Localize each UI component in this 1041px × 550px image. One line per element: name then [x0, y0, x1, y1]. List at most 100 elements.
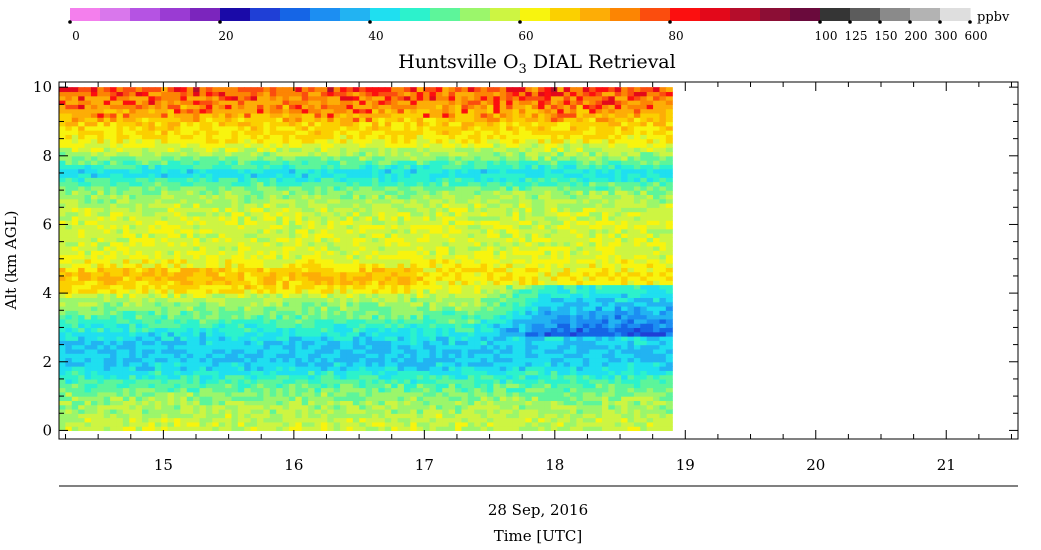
heatmap-cell	[333, 426, 341, 432]
heatmap-cell	[237, 378, 245, 384]
heatmap-cell	[397, 357, 405, 363]
heatmap-cell	[333, 288, 341, 294]
heatmap-cell	[116, 293, 124, 299]
heatmap-cell	[237, 100, 245, 105]
heatmap-cell	[218, 366, 226, 371]
heatmap-cell	[397, 421, 405, 427]
heatmap-cell	[435, 400, 443, 406]
heatmap-cell	[65, 203, 73, 208]
heatmap-cell	[301, 336, 309, 341]
heatmap-cell	[78, 366, 86, 371]
heatmap-cell	[161, 112, 169, 118]
heatmap-cell	[295, 125, 303, 131]
heatmap-cell	[435, 233, 443, 238]
heatmap-cell	[333, 413, 341, 419]
heatmap-cell	[180, 245, 188, 251]
heatmap-cell	[180, 310, 188, 316]
heatmap-cell	[59, 117, 66, 123]
heatmap-cell	[314, 387, 322, 393]
heatmap-cell	[59, 400, 66, 406]
heatmap-cell	[142, 340, 150, 346]
heatmap-cell	[193, 117, 201, 123]
heatmap-cell	[154, 245, 162, 251]
heatmap-cell	[110, 190, 118, 196]
heatmap-cell	[225, 314, 233, 320]
heatmap-cell	[435, 151, 443, 157]
heatmap-cell	[403, 155, 411, 161]
heatmap-cell	[333, 215, 341, 221]
heatmap-cell	[391, 91, 399, 97]
heatmap-cell	[327, 391, 335, 397]
heatmap-cell	[231, 288, 239, 294]
heatmap-cell	[372, 194, 379, 200]
heatmap-cell	[320, 263, 328, 268]
heatmap-cell	[250, 383, 258, 389]
heatmap-cell	[320, 297, 328, 303]
heatmap-cell	[423, 220, 431, 226]
heatmap-cell	[193, 172, 201, 178]
heatmap-cell	[90, 387, 98, 393]
heatmap-cell	[257, 95, 265, 101]
heatmap-cell	[199, 378, 207, 384]
heatmap-cell	[103, 233, 111, 238]
heatmap-cell	[212, 301, 220, 307]
heatmap-cell	[122, 400, 130, 406]
heatmap-cell	[429, 215, 437, 221]
heatmap-cell	[410, 190, 418, 196]
heatmap-cell	[135, 288, 143, 294]
heatmap-cell	[186, 215, 194, 221]
heatmap-cell	[116, 417, 124, 423]
heatmap-cell	[84, 203, 92, 208]
heatmap-cell	[384, 314, 392, 320]
heatmap-cell	[448, 198, 456, 204]
heatmap-cell	[416, 370, 424, 376]
heatmap-cell	[122, 155, 130, 161]
heatmap-cell	[154, 224, 162, 230]
heatmap-cell	[282, 305, 290, 311]
heatmap-cell	[288, 177, 296, 183]
heatmap-cell	[78, 383, 86, 389]
heatmap-cell	[384, 263, 392, 268]
heatmap-cell	[65, 318, 73, 324]
heatmap-cell	[320, 172, 328, 178]
heatmap-cell	[340, 125, 348, 131]
heatmap-cell	[250, 185, 258, 191]
heatmap-cell	[173, 130, 181, 135]
heatmap-cell	[416, 130, 424, 135]
heatmap-cell	[282, 112, 290, 118]
heatmap-cell	[97, 426, 105, 432]
heatmap-cell	[244, 305, 252, 311]
heatmap-cell	[122, 233, 130, 238]
heatmap-cell	[167, 241, 175, 247]
heatmap-cell	[372, 336, 379, 341]
heatmap-cell	[186, 241, 194, 247]
heatmap-cell	[231, 117, 239, 123]
heatmap-cell	[263, 194, 271, 200]
heatmap-cell	[180, 301, 188, 307]
heatmap-cell	[295, 185, 303, 191]
heatmap-cell	[269, 164, 277, 170]
heatmap-cell	[225, 378, 233, 384]
heatmap-cell	[365, 87, 373, 93]
heatmap-cell	[161, 233, 169, 238]
heatmap-cell	[282, 318, 290, 324]
heatmap-cell	[333, 383, 341, 389]
heatmap-cell	[263, 387, 271, 393]
heatmap-cell	[225, 400, 233, 406]
heatmap-cell	[301, 258, 309, 264]
heatmap-cell	[90, 164, 98, 170]
heatmap-cell	[225, 370, 233, 376]
heatmap-cell	[180, 134, 188, 140]
heatmap-cell	[103, 421, 111, 427]
heatmap-cell	[391, 374, 399, 380]
heatmap-cell	[397, 215, 405, 221]
heatmap-cell	[250, 220, 258, 226]
heatmap-cell	[116, 391, 124, 397]
heatmap-cell	[384, 228, 392, 234]
heatmap-cell	[397, 241, 405, 247]
heatmap-cell	[173, 185, 181, 191]
heatmap-cell	[161, 353, 169, 359]
heatmap-cell	[65, 297, 73, 303]
heatmap-cell	[301, 164, 309, 170]
heatmap-cell	[148, 314, 156, 320]
